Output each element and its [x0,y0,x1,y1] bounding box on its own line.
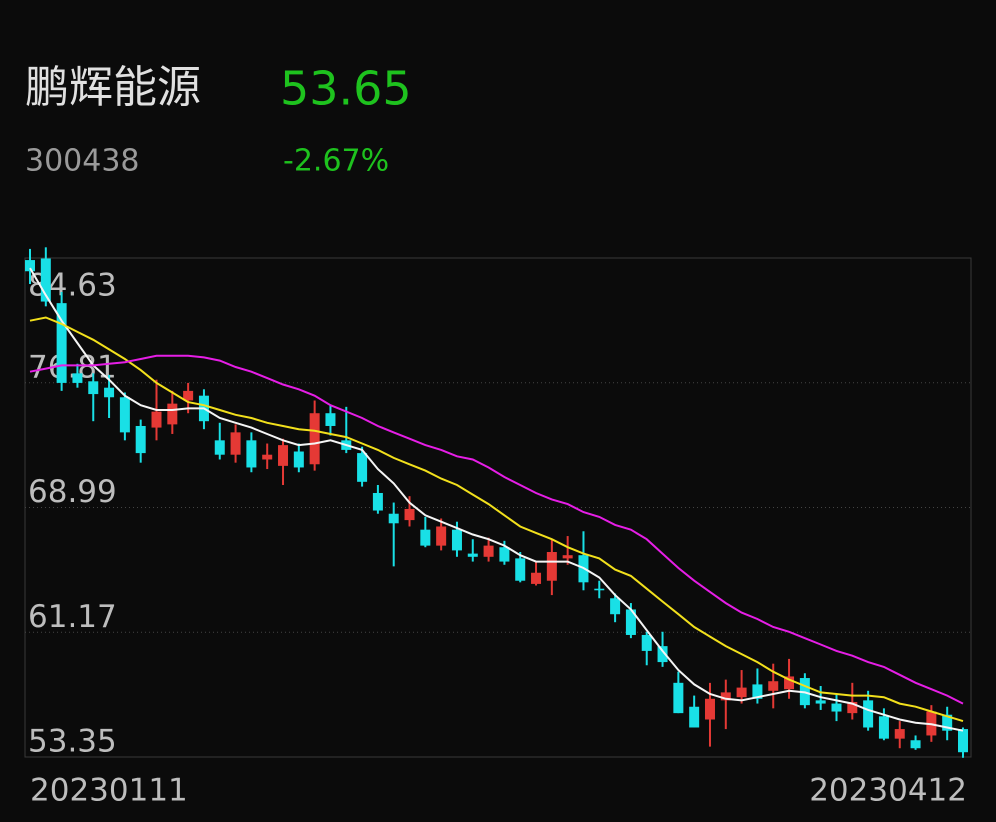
candle-body [499,547,510,562]
y-tick-label: 76.81 [28,349,117,385]
candle-body [119,397,130,433]
candle-body [704,698,715,720]
candle-body [183,390,194,401]
candle-body [72,373,83,383]
candle-body [246,440,257,468]
candle-body [673,682,684,714]
candle-body [863,700,874,728]
candle-body [784,676,795,690]
candle-body [815,700,826,704]
price-change: -2.67% [283,144,389,179]
candle-body [736,687,747,698]
candle-body [451,529,462,551]
moving-average-line [29,267,964,732]
candle-body [325,413,336,426]
candle-body [768,681,779,691]
candle-body [625,609,636,635]
candle-body [56,303,67,383]
x-tick-label: 20230111 [30,773,188,809]
x-tick-label: 20230412 [809,773,967,809]
candle-body [436,526,447,546]
stock-code: 300438 [25,144,140,179]
candle-body [942,714,953,731]
candle-body [25,260,35,272]
candle-body [878,716,889,739]
candle-body [167,403,178,425]
moving-average-line [29,316,964,723]
candle-body [88,381,99,395]
candle-body [657,646,668,663]
candle-body [420,529,431,546]
candle-body [151,411,162,428]
y-tick-label: 68.99 [28,474,117,510]
candle-body [404,508,415,521]
candle-body [104,387,115,398]
moving-average-line [29,354,964,705]
candle-body [135,425,146,454]
candle-body [515,558,526,581]
candle-body [230,432,241,455]
candle-body [594,588,605,591]
candle-body [372,492,383,511]
candle-body [531,572,542,584]
candle-body [910,740,921,749]
candle-body [562,555,573,559]
candle-body [309,413,320,465]
candle-body [720,692,731,701]
candle-body [278,445,289,466]
candle-body [293,451,304,468]
candle-body [483,545,494,557]
y-tick-label: 61.17 [28,599,117,635]
stock-price: 53.65 [280,62,412,116]
candle-body [388,513,399,524]
y-tick-label: 53.35 [28,724,117,760]
candle-body [689,706,700,728]
stock-name: 鹏辉能源 [25,62,201,113]
candle-body [610,598,621,615]
candle-body [357,453,368,482]
candle-body [752,684,763,699]
candle-body [958,729,968,753]
candle-body [467,553,478,557]
candle-body [847,701,858,714]
candle-body [262,454,273,460]
candle-body [40,258,51,302]
candle-body [831,703,842,712]
candle-body [641,634,652,651]
candle-body [214,440,225,455]
candle-body [894,729,905,739]
candle-body [546,552,557,581]
